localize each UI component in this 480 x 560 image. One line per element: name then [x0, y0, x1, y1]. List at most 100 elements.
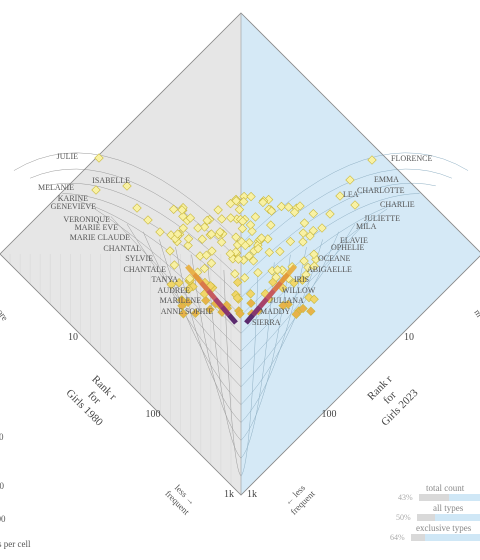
data-point: [306, 306, 316, 316]
data-point: [178, 223, 188, 233]
contour-line: [240, 193, 420, 298]
data-point: [295, 201, 305, 211]
data-point: [278, 300, 288, 311]
hint-right: ← less frequent: [283, 482, 318, 517]
tick-label: 1k: [247, 489, 257, 500]
data-point: [272, 265, 283, 275]
name-label: MILA: [356, 222, 377, 231]
contour-line: [240, 269, 259, 477]
grid: [9, 152, 469, 485]
name-label: MELANIE: [38, 183, 74, 192]
data-point: [245, 220, 256, 230]
diagonal-bands: [185, 264, 297, 325]
data-point: [199, 222, 210, 232]
tick-label: 100: [322, 409, 337, 420]
name-label: LEA: [343, 190, 359, 199]
data-point: [240, 240, 251, 251]
legend-bar-blue: [449, 494, 480, 501]
data-point: [201, 295, 211, 306]
data-point: [283, 202, 294, 212]
data-point: [94, 153, 104, 163]
legend-label: total count: [426, 483, 465, 493]
data-point: [367, 155, 377, 165]
data-point: [190, 308, 201, 318]
data-point: [263, 234, 273, 244]
data-point: [234, 204, 245, 215]
name-label: JULIETTE: [364, 214, 400, 223]
data-point: [309, 249, 319, 259]
name-label: WILLOW: [282, 286, 316, 295]
diagonal-band-segment: [258, 296, 269, 309]
data-point: [225, 249, 235, 259]
diagonal-band-segment: [251, 305, 262, 317]
data-point: [226, 213, 236, 223]
legend-label: all types: [433, 503, 464, 513]
data-point: [291, 309, 301, 320]
hint-left: less → frequent: [163, 483, 197, 518]
diagonal-band-segment: [244, 313, 255, 325]
data-point: [308, 208, 319, 219]
data-point: [244, 251, 254, 261]
name-label: IRIS: [294, 275, 309, 284]
data-point: [245, 289, 256, 299]
data-point: [168, 204, 179, 214]
name-label: SYLVIE: [125, 254, 153, 263]
data-point: [184, 284, 194, 294]
data-point: [309, 261, 319, 271]
name-label: KARINE: [58, 194, 88, 203]
edge-number: 00: [0, 481, 5, 491]
data-point: [325, 209, 335, 219]
data-point: [258, 197, 268, 208]
name-label: CHANTAL: [103, 244, 141, 253]
left-axis-title: Rank r for Girls 1980: [63, 373, 119, 429]
diagonal-band-segment: [192, 272, 203, 284]
data-point: [155, 227, 165, 237]
data-point: [248, 256, 259, 266]
left-ticks: 10 100 1k: [68, 332, 234, 500]
data-point: [247, 226, 257, 236]
data-point: [298, 237, 308, 247]
right-axis-title: Rank r for Girls 2023: [365, 373, 421, 429]
data-point: [199, 263, 210, 274]
data-point: [177, 205, 187, 215]
data-point: [185, 273, 195, 284]
diagonal-band-segment: [206, 288, 217, 301]
data-point: [166, 279, 176, 290]
data-point: [299, 256, 309, 266]
data-point: [217, 214, 227, 224]
left-labels: JULIE ISABELLE MELANIE KARINE GENEVIEVE …: [38, 152, 213, 316]
data-point: [165, 246, 175, 256]
name-label: VERONIQUE: [63, 215, 110, 224]
data-point: [266, 220, 276, 230]
data-point: [301, 270, 311, 280]
data-point: [185, 213, 196, 223]
legend-label: exclusive types: [416, 523, 472, 533]
diagonal-band-segment: [272, 280, 283, 293]
data-point: [246, 298, 256, 308]
data-point: [298, 228, 308, 238]
data-point: [183, 234, 194, 244]
edge-text-right: m: [472, 307, 480, 318]
data-point: [303, 262, 313, 273]
data-point: [202, 215, 212, 226]
contour-line: [13, 152, 242, 245]
diagonal-band-segment: [213, 296, 224, 309]
tick-label: 1k: [224, 489, 234, 500]
legend-bar-gray: [411, 534, 425, 541]
contour-line: [240, 216, 372, 352]
data-point: [177, 301, 187, 311]
name-label: JULIE: [57, 152, 78, 161]
right-labels: FLORENCE EMMA CHARLOTTE LEA CHARLIE JULI…: [252, 154, 432, 327]
legend-bar-blue: [425, 534, 480, 541]
data-point: [250, 212, 261, 222]
legend-bar-blue: [435, 514, 480, 521]
name-label: AUDREE: [158, 286, 191, 295]
legend: 43% total count 50% all types 64% exclus…: [390, 483, 480, 542]
data-point: [213, 205, 223, 215]
contour-line: [159, 239, 242, 405]
data-point: [174, 278, 184, 288]
data-point: [266, 206, 277, 216]
name-label: CHARLIE: [380, 200, 415, 209]
contour-line: [223, 269, 242, 477]
data-point: [122, 181, 132, 191]
